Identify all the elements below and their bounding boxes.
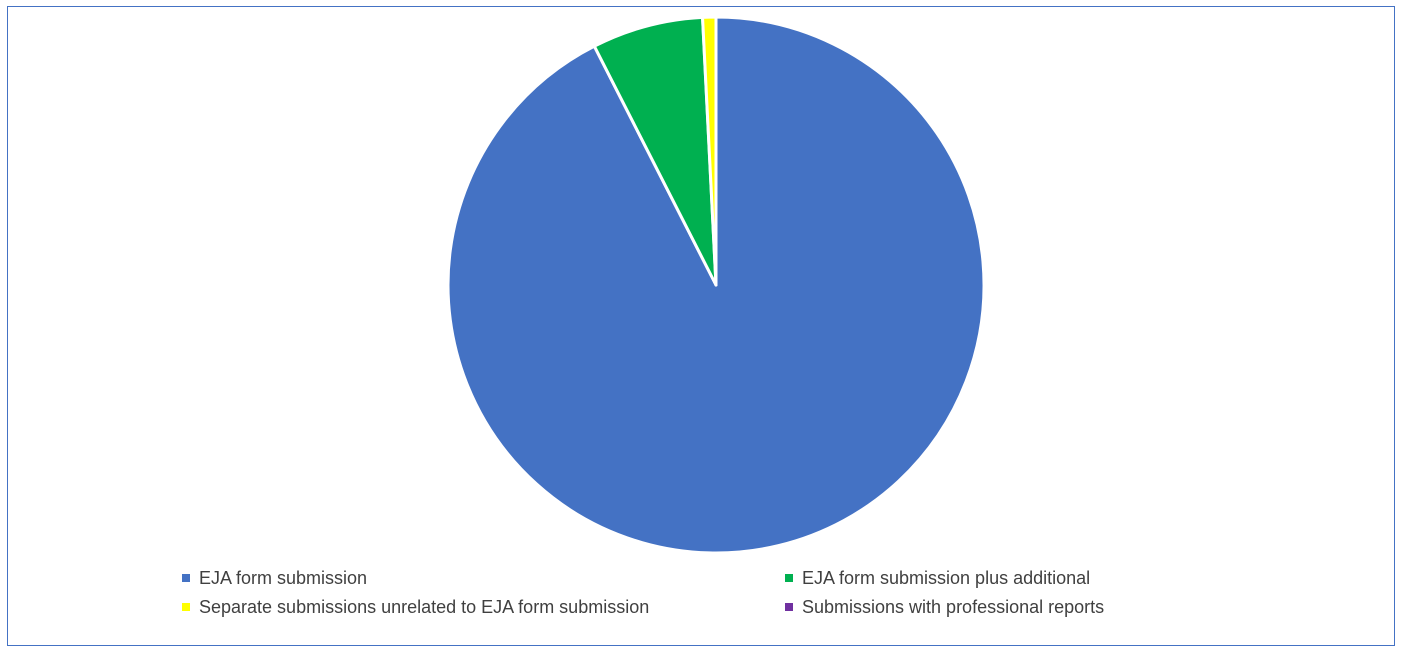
pie-slice-2 bbox=[701, 15, 718, 287]
pie-slices bbox=[446, 15, 986, 555]
pie-slice-1 bbox=[592, 15, 718, 287]
pie-chart bbox=[446, 15, 986, 555]
chart-frame: EJA form submission EJA form submission … bbox=[7, 6, 1395, 646]
